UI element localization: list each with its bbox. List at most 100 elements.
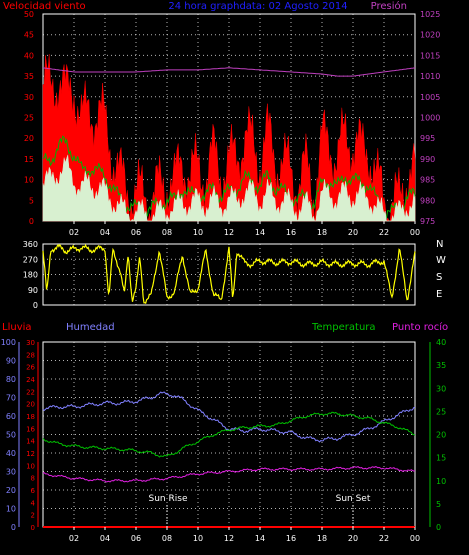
- rain-tick-label: 4: [31, 499, 36, 507]
- x-tick-label: 12: [224, 534, 234, 543]
- x-tick-label: 10: [193, 534, 203, 543]
- temperature-tick-label: 0: [436, 523, 441, 532]
- rain-tick-label: 26: [26, 364, 35, 372]
- rain-tick-label: 18: [26, 413, 35, 421]
- rain-tick-label: 14: [26, 438, 35, 446]
- rain-tick-label: 6: [31, 487, 36, 495]
- sunrise-label: Sun Rise: [149, 494, 188, 504]
- pressure-tick-label: 1005: [420, 93, 440, 102]
- pressure-tick-label: 1000: [420, 114, 440, 123]
- x-tick-label: 22: [379, 228, 389, 237]
- pressure-tick-label: 990: [420, 155, 435, 164]
- pressure-tick-label: 1010: [420, 72, 440, 81]
- temperature-tick-label: 30: [436, 384, 446, 393]
- temperature-tick-label: 25: [436, 407, 446, 416]
- humidity-tick-label: 80: [6, 375, 16, 384]
- direction-tick-label: 360: [23, 240, 38, 249]
- humidity-tick-label: 40: [6, 449, 16, 458]
- direction-tick-label: 0: [33, 301, 38, 310]
- x-tick-label: 04: [100, 228, 110, 237]
- x-tick-label: 10: [193, 228, 203, 237]
- humidity-tick-label: 60: [6, 412, 16, 421]
- panel1-title: 24 hora graphdata: 02 Agosto 2014: [168, 1, 347, 12]
- rain-tick-label: 10: [26, 462, 35, 470]
- temperature-tick-label: 5: [436, 500, 441, 509]
- direction-tick-label: 180: [23, 271, 38, 280]
- pressure-tick-label: 980: [420, 196, 435, 205]
- compass-label: S: [436, 272, 442, 283]
- wind-tick-label: 15: [24, 155, 34, 164]
- wind-tick-label: 5: [29, 196, 34, 205]
- x-tick-label: 22: [379, 534, 389, 543]
- temperature-tick-label: 35: [436, 361, 446, 370]
- temperature-line: [42, 411, 416, 458]
- wind-tick-label: 0: [29, 217, 34, 226]
- x-tick-label: 20: [348, 534, 358, 543]
- x-tick-label: 16: [286, 228, 296, 237]
- x-tick-label: 14: [255, 534, 265, 543]
- compass-label: N: [436, 239, 443, 250]
- compass-label: E: [436, 289, 442, 300]
- plot-frame: [42, 243, 416, 306]
- rain-tick-label: 24: [26, 376, 35, 384]
- wind-tick-label: 50: [24, 10, 34, 19]
- rain-tick-label: 16: [26, 425, 35, 433]
- rain-tick-label: 30: [26, 339, 35, 347]
- wind-series: [42, 54, 416, 222]
- wind-tick-label: 30: [24, 93, 34, 102]
- rain-tick-label: 12: [26, 450, 35, 458]
- x-tick-label: 06: [131, 534, 141, 543]
- rain-tick-label: 8: [31, 475, 35, 483]
- humidity-tick-label: 30: [6, 468, 16, 477]
- wind-tick-label: 10: [24, 176, 34, 185]
- rain-tick-label: 20: [26, 401, 35, 409]
- x-tick-label: 18: [317, 534, 327, 543]
- x-tick-label: 18: [317, 228, 327, 237]
- direction-tick-label: 90: [28, 286, 38, 295]
- rain-tick-label: 0: [31, 524, 35, 532]
- x-tick-label: 20: [348, 228, 358, 237]
- x-tick-label: 00: [410, 534, 420, 543]
- wind-tick-label: 20: [24, 134, 34, 143]
- wind-speed-axis-title: Velocidad viento: [3, 1, 86, 12]
- x-tick-label: 04: [100, 534, 110, 543]
- x-tick-label: 08: [162, 534, 172, 543]
- compass-label: W: [436, 255, 446, 266]
- temperature-tick-label: 40: [436, 338, 446, 347]
- wind-average: [42, 135, 416, 220]
- rain-tick-label: 22: [26, 388, 35, 396]
- pressure-tick-label: 985: [420, 176, 435, 185]
- wind-direction-line: [42, 243, 416, 304]
- temperature-tick-label: 15: [436, 454, 446, 463]
- x-tick-label: 06: [131, 228, 141, 237]
- humidity-tick-label: 20: [6, 486, 16, 495]
- x-tick-label: 00: [410, 228, 420, 237]
- humidity-tick-label: 70: [6, 394, 16, 403]
- rain-tick-label: 2: [31, 512, 35, 520]
- wind-tick-label: 25: [24, 114, 34, 123]
- humidity-tick-label: 50: [6, 431, 16, 440]
- x-tick-label: 12: [224, 228, 234, 237]
- pressure-tick-label: 995: [420, 134, 435, 143]
- x-tick-label: 14: [255, 228, 265, 237]
- temperature-legend: Temperatura: [311, 322, 376, 333]
- wind-tick-label: 35: [24, 72, 34, 81]
- x-tick-label: 02: [69, 534, 79, 543]
- x-tick-label: 02: [69, 228, 79, 237]
- pressure-axis-title: Presión: [371, 0, 407, 12]
- wind-speed: [42, 54, 416, 222]
- rain-tick-label: 28: [26, 351, 35, 359]
- pressure-tick-label: 1015: [420, 51, 440, 60]
- wind-tick-label: 45: [24, 31, 34, 40]
- pressure-tick-label: 1025: [420, 10, 440, 19]
- pressure-tick-label: 975: [420, 217, 435, 226]
- pressure-line: [42, 67, 416, 77]
- dewpoint-line: [42, 466, 416, 483]
- pressure-tick-label: 1020: [420, 31, 440, 40]
- wind-tick-label: 40: [24, 51, 34, 60]
- humidity-legend: Humedad: [66, 322, 115, 333]
- x-tick-label: 08: [162, 228, 172, 237]
- wind-minimum: [42, 154, 416, 222]
- compass-labels: N W S E N: [436, 239, 446, 300]
